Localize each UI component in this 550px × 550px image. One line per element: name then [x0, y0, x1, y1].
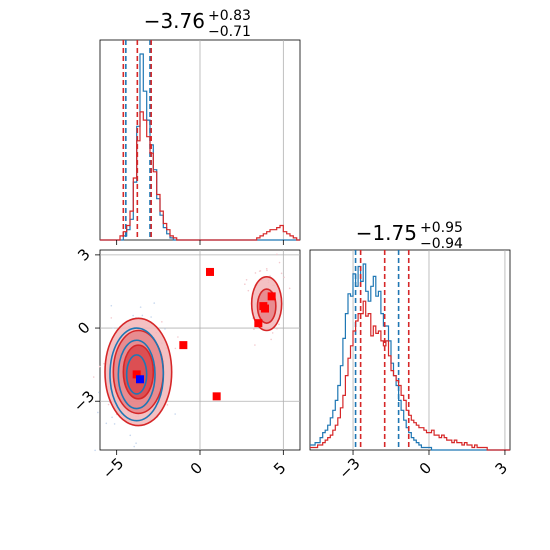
scatter-sample-dot	[254, 272, 257, 274]
scatter-blue-point-0	[136, 375, 144, 384]
hist-1-title-sup: +0.83	[208, 8, 251, 24]
hist-2-xtick-label-2: 3	[492, 459, 511, 478]
scatter-sample-dot	[288, 287, 291, 290]
scatter-sample-dot	[164, 328, 166, 330]
hist-2-series-0-step	[310, 263, 510, 451]
scatter-sample-dot	[174, 347, 177, 350]
scatter-sample-dot	[98, 365, 101, 368]
scatter-sample-dot	[153, 302, 156, 304]
hist-2-title-sub: −0.94	[420, 236, 463, 252]
scatter-sample-dot	[141, 314, 144, 317]
hist-2-bars	[310, 250, 510, 451]
scatter-red-point-0	[206, 267, 214, 276]
scatter-red-point-7	[261, 304, 269, 313]
scatter-sample-dot	[132, 314, 134, 317]
scatter-red-point-6	[267, 292, 276, 301]
scatter-blue-contour-0	[109, 327, 165, 422]
hist-2-series-1-step	[310, 300, 510, 451]
scatter-sample-dot	[105, 422, 108, 425]
scatter-sample-dot	[276, 253, 278, 256]
scatter-ytick-label-1: 0	[74, 318, 93, 337]
scatter-sample-dot	[266, 269, 268, 272]
scatter-sample-dot	[270, 338, 272, 341]
panel-hist-2-frame	[309, 249, 511, 451]
scatter-sample-dot	[161, 321, 163, 323]
scatter-sample-dot	[278, 261, 281, 264]
scatter-red-point-4	[254, 319, 263, 328]
scatter-sample-dot	[107, 403, 110, 406]
scatter-sample-dot	[150, 316, 152, 318]
scatter-ytick-label-0: −3	[70, 387, 98, 415]
scatter-sample-dot	[110, 304, 113, 307]
scatter-sample-dot	[283, 276, 285, 279]
hist-1-bars	[100, 40, 300, 241]
hist-1-series-1-step	[100, 111, 300, 241]
scatter-red-point-2	[212, 392, 221, 401]
scatter-ytick-label-2: 3	[74, 245, 93, 264]
scatter-sample-dot	[258, 270, 261, 272]
scatter-xtick-label-2: 5	[270, 459, 289, 478]
scatter-red-point-3	[132, 370, 141, 379]
scatter-sample-dot	[166, 404, 169, 406]
scatter-sample-dot	[278, 323, 280, 326]
scatter-sample-dot	[133, 445, 136, 448]
scatter-red-point-1	[179, 341, 188, 350]
scatter-sample-dot	[98, 391, 100, 394]
scatter-sample-dot	[244, 283, 246, 286]
scatter-sample-dot	[97, 411, 99, 414]
scatter-sample-dot	[247, 289, 250, 292]
hist-1-title-sub: −0.71	[208, 24, 251, 40]
scatter-sample-dot	[110, 317, 113, 319]
scatter-sample-dot	[111, 416, 113, 419]
hist-1-series-0-step	[100, 53, 300, 241]
scatter-sample-dot	[265, 267, 268, 270]
scatter-xtick-label-1: 0	[187, 459, 206, 478]
hist-2-title-main: −1.75	[356, 221, 417, 245]
hist-2-xtick-label-0: −3	[335, 454, 363, 482]
scatter-sample-dot	[112, 327, 115, 329]
panel-2d	[92, 249, 301, 452]
scatter-sample-dot	[177, 336, 179, 338]
scatter-sample-dot	[280, 272, 283, 275]
scatter-sample-dot	[253, 328, 255, 330]
panel-hist-1: −3.76 +0.83 −0.71	[99, 8, 301, 241]
scatter-sample-dot	[113, 423, 116, 425]
scatter-sample-dot	[92, 376, 95, 378]
hist-2-xtick-label-1: 0	[416, 459, 435, 478]
scatter-sample-dot	[276, 327, 278, 330]
hist-2-title-sup: +0.95	[420, 220, 463, 236]
scatter-sample-dot	[245, 278, 248, 281]
scatter-sample-dot	[254, 344, 256, 346]
scatter-sample-dot	[103, 362, 105, 365]
scatter-sample-dot	[94, 449, 96, 452]
scatter-2d-content	[92, 250, 300, 452]
panel-hist-2: −1.75 +0.95 −0.94	[309, 220, 511, 451]
scatter-xtick-label-0: −5	[99, 454, 127, 482]
scatter-blue-contour-1	[117, 339, 156, 410]
scatter-sample-dot	[135, 442, 137, 444]
scatter-sample-dot	[271, 332, 274, 334]
scatter-blue-contour-2	[125, 354, 148, 395]
hist-1-title-main: −3.76	[144, 9, 205, 33]
scatter-sample-dot	[129, 434, 132, 437]
scatter-sample-dot	[174, 413, 176, 415]
scatter-sample-dot	[139, 306, 142, 308]
